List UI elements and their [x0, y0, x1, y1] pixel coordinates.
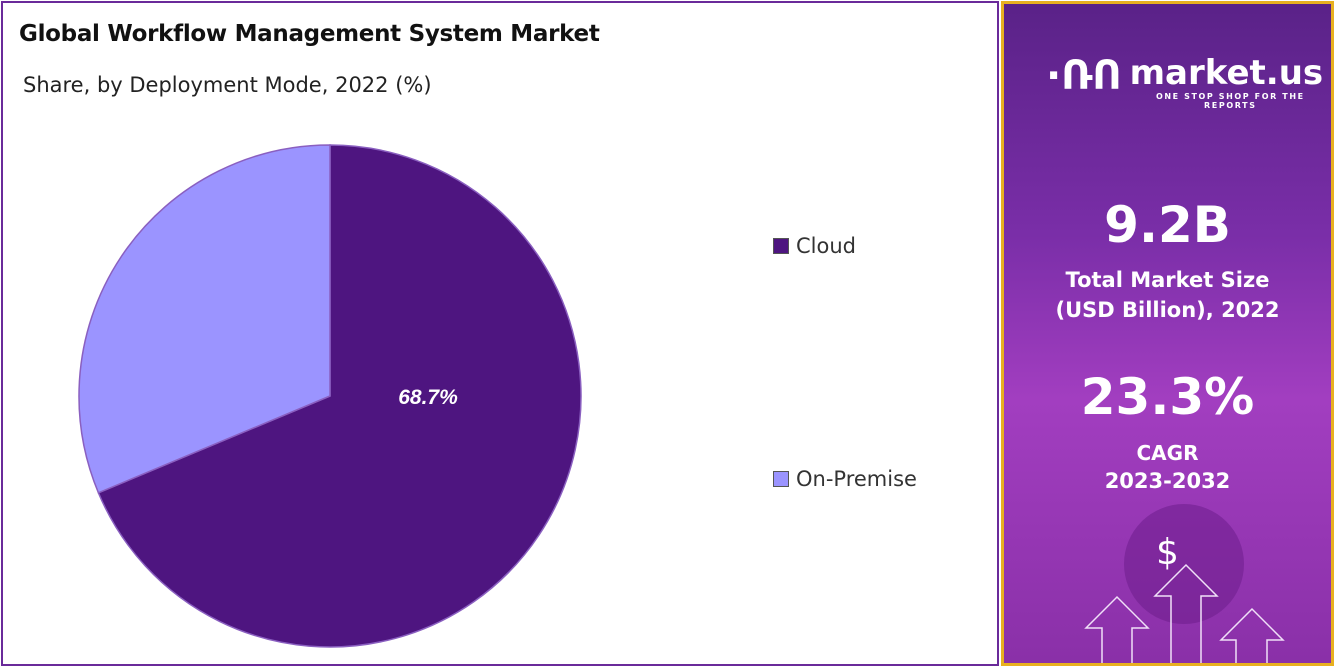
- chart-panel: Global Workflow Management System Market…: [1, 1, 999, 666]
- growth-arrows-icon: [1084, 563, 1285, 663]
- cagr-period: 2023-2032: [1104, 469, 1231, 493]
- coin-decoration: [1124, 504, 1244, 624]
- legend-swatch: [773, 238, 789, 254]
- pie-slice-cloud: [97, 144, 582, 648]
- legend-item-cloud: Cloud: [773, 234, 856, 258]
- brand-tagline: ONE STOP SHOP FOR THE REPORTS: [1155, 92, 1305, 110]
- legend-swatch: [773, 471, 789, 487]
- market-size-label: Total Market Size: [1065, 268, 1270, 292]
- brand-logo: ·ՌՈ market.us ONE STOP SHOP FOR THE REPO…: [1046, 56, 1331, 110]
- legend-label: On-Premise: [796, 467, 917, 491]
- cagr-label: CAGR: [1136, 441, 1199, 465]
- market-size-unit: (USD Billion), 2022: [1055, 298, 1280, 322]
- market-size-value: 9.2B: [1104, 196, 1231, 254]
- dollar-icon: $: [1156, 532, 1179, 573]
- data-label-cloud: 68.7%: [398, 386, 458, 409]
- brand-name: market.us: [1129, 53, 1324, 93]
- legend-label: Cloud: [796, 234, 856, 258]
- logo-icon: ·ՌՈ: [1046, 53, 1122, 99]
- summary-sidebar: ·ՌՈ market.us ONE STOP SHOP FOR THE REPO…: [1001, 1, 1334, 666]
- legend-item-on-premise: On-Premise: [773, 467, 917, 491]
- chart-title: Global Workflow Management System Market: [19, 21, 600, 47]
- cagr-value: 23.3%: [1080, 368, 1255, 426]
- chart-subtitle: Share, by Deployment Mode, 2022 (%): [23, 73, 432, 97]
- pie-chart: 68.7%: [78, 144, 582, 648]
- pie-slice-on-premise: [78, 144, 331, 494]
